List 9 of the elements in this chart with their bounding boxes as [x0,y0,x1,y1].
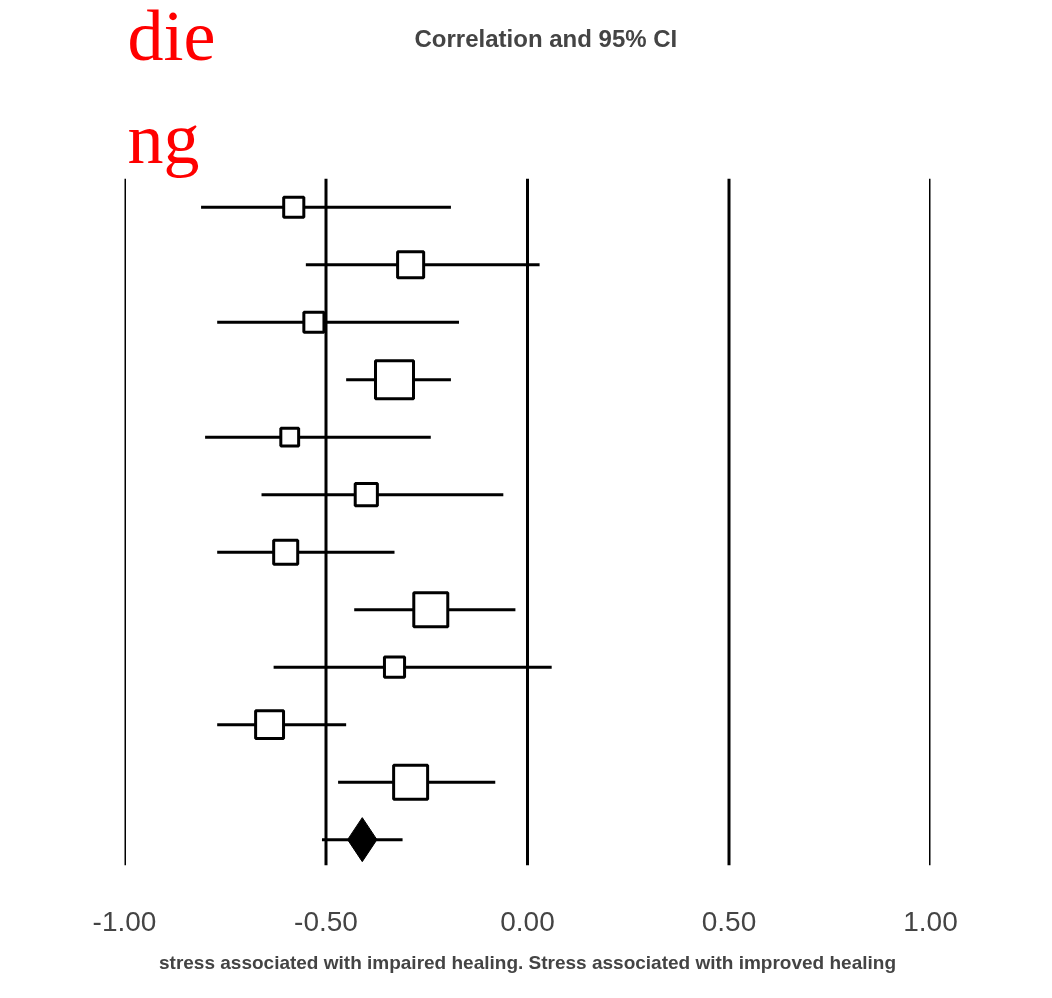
text: die [127,0,216,76]
x-tick-label: -1.00 [92,905,157,937]
x-tick-label: 0.50 [701,905,757,937]
x-tick-label: 1.00 [903,905,958,937]
annotation: ng [127,98,200,179]
x-tick-label: -0.50 [294,905,358,937]
chart-title: Correlation and 95% CI [414,25,678,52]
x-axis-title: stress associated with impaired healing. Stress associated with improved healing [158,951,897,973]
x-tick-label: 0.00 [500,905,555,937]
